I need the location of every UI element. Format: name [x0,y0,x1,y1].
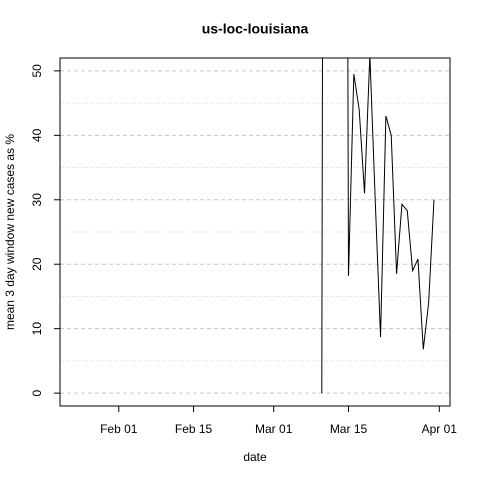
plot-frame [59,57,451,407]
x-tick-label: Apr 01 [422,422,458,436]
chart-title: us-loc-louisiana [202,21,309,37]
x-tick-label: Mar 01 [255,422,293,436]
y-tick-label: 10 [30,322,44,336]
y-tick-label: 30 [30,193,44,207]
x-tick-label: Mar 15 [330,422,368,436]
y-tick-label: 0 [30,389,44,396]
plot-area [60,58,450,394]
data-line [321,58,435,394]
y-tick-label: 40 [30,128,44,142]
x-tick-label: Feb 15 [175,422,213,436]
x-tick-label: Feb 01 [100,422,138,436]
y-axis-label: mean 3 day window new cases as % [3,134,17,330]
y-tick-label: 50 [30,64,44,78]
x-axis-label: date [243,450,267,464]
y-tick-label: 20 [30,257,44,271]
